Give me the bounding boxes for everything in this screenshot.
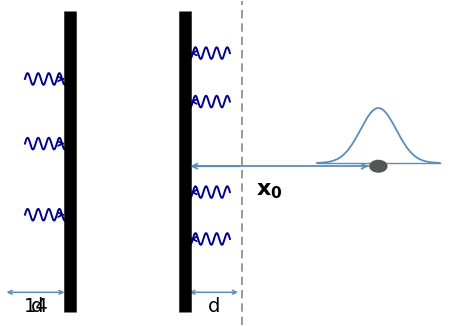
Text: d: d (30, 297, 43, 316)
Circle shape (370, 160, 387, 172)
Text: $\mathbf{x_0}$: $\mathbf{x_0}$ (256, 181, 283, 201)
Text: 14: 14 (24, 297, 49, 316)
Text: d: d (208, 297, 220, 316)
